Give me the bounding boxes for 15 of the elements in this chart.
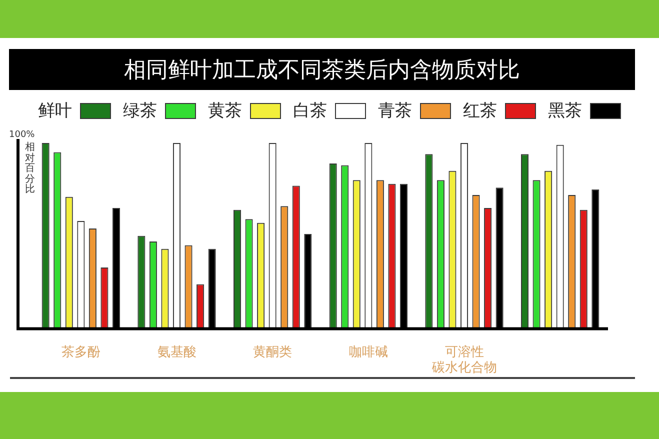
legend-label: 黑茶: [548, 100, 582, 120]
x-tick-label: 黄酮类: [253, 344, 292, 360]
x-tick-label: 咖啡碱: [348, 344, 388, 360]
legend-label: 青茶: [378, 100, 412, 120]
x-tick-label: 茶多酚: [61, 344, 100, 360]
y-axis-title: 相对百分比: [25, 142, 35, 196]
chart-title: 相同鲜叶加工成不同茶类后内含物质对比: [124, 58, 520, 84]
legend-label: 黄茶: [208, 100, 242, 120]
legend-label: 绿茶: [123, 100, 157, 120]
x-tick-label: 氨基酸: [157, 344, 196, 360]
series-label: 白茶: [293, 100, 327, 120]
legend-label: 红茶: [463, 100, 497, 120]
legend-label: 鲜叶: [38, 100, 72, 120]
x-tick-label: 可溶性碳水化合物: [430, 344, 497, 376]
text: 100%: [9, 130, 36, 140]
